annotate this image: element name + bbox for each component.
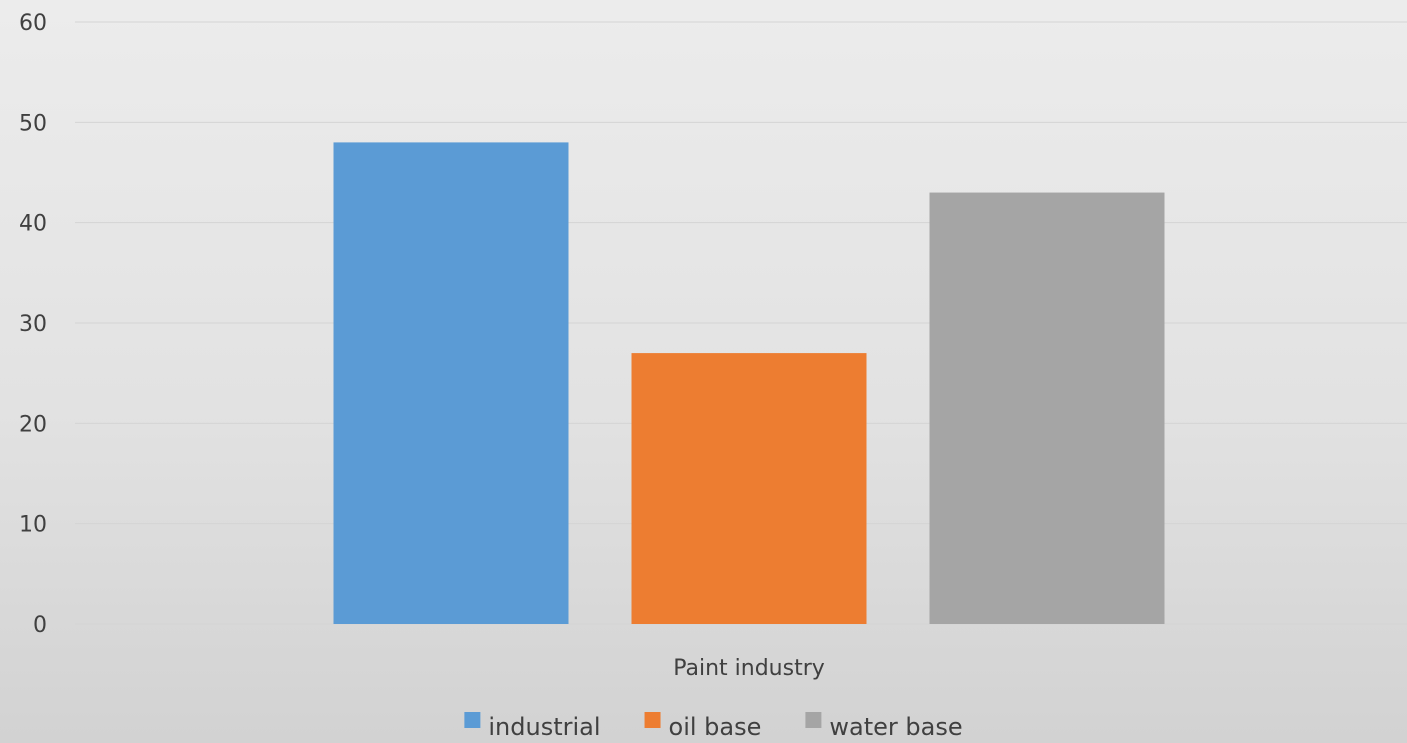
legend-item-water-base: water base bbox=[805, 712, 963, 741]
legend-label: water base bbox=[829, 713, 962, 741]
legend-label: oil base bbox=[669, 713, 762, 741]
legend: industrial oil base water base bbox=[464, 712, 963, 741]
bar-water-base bbox=[929, 192, 1165, 625]
bars bbox=[333, 142, 1165, 625]
y-tick-label-40: 40 bbox=[19, 212, 47, 237]
y-tick-label-10: 10 bbox=[19, 513, 47, 538]
legend-swatch bbox=[464, 712, 481, 728]
bar-oil-base bbox=[631, 353, 867, 624]
legend-item-industrial: industrial bbox=[464, 712, 601, 741]
y-axis-tick-labels: 0 10 20 30 40 50 60 bbox=[19, 11, 47, 638]
x-axis-category-labels: Paint industry bbox=[673, 656, 825, 681]
legend-item-oil-base: oil base bbox=[644, 712, 762, 741]
x-category-label: Paint industry bbox=[673, 656, 825, 681]
y-tick-label-0: 0 bbox=[33, 613, 47, 638]
y-tick-label-60: 60 bbox=[19, 11, 47, 36]
y-tick-label-50: 50 bbox=[19, 111, 47, 136]
y-tick-label-30: 30 bbox=[19, 312, 47, 337]
legend-swatch bbox=[805, 712, 822, 728]
legend-label: industrial bbox=[488, 713, 600, 741]
legend-swatch bbox=[644, 712, 661, 728]
bar-industrial bbox=[333, 142, 569, 624]
y-tick-label-20: 20 bbox=[19, 412, 47, 437]
